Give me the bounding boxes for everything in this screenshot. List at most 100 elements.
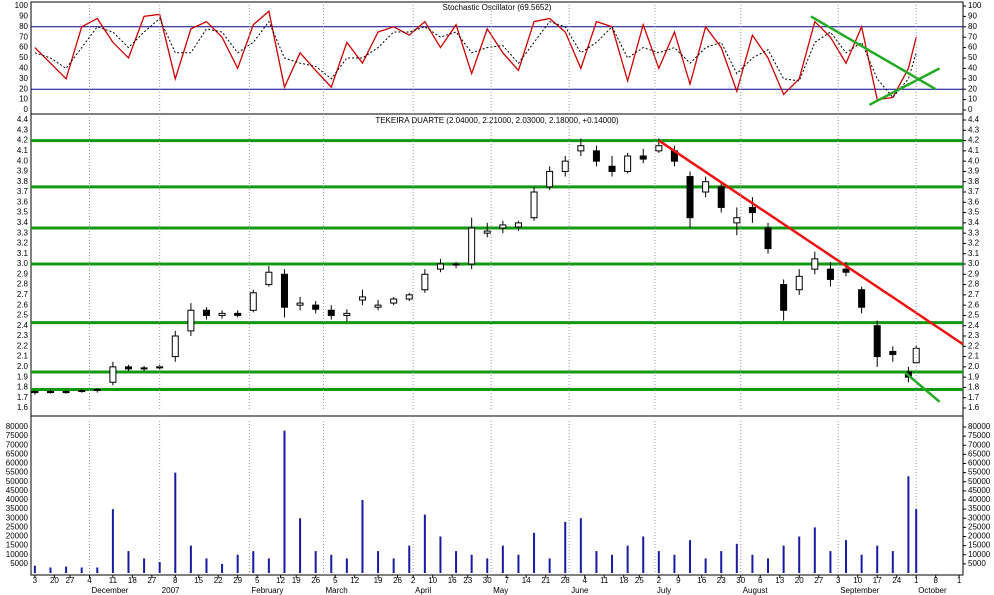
y-tick-label-left: 30000 [6, 513, 29, 522]
y-tick-label-right: 2.6 [968, 300, 980, 309]
y-tick-label-right: 2.4 [968, 321, 980, 330]
y-tick-label-right: 3.7 [968, 187, 980, 196]
candle-body [889, 350, 897, 356]
y-tick-label-left: 2.6 [17, 300, 29, 309]
candle-body [280, 273, 288, 308]
y-tick-label-left: 35000 [6, 504, 29, 513]
y-tick-label-right: 1.6 [968, 403, 980, 412]
y-tick-label-right: 1.9 [968, 372, 980, 381]
y-tick-label-left: 4.1 [17, 146, 29, 155]
x-tick-label: 30 [736, 576, 745, 585]
candle-body [156, 366, 164, 369]
y-tick-label-right: 50 [968, 53, 977, 62]
volume-bar [392, 558, 395, 573]
y-tick-label-right: 30 [968, 74, 977, 83]
y-tick-label-left: 2.3 [17, 331, 29, 340]
volume-bar [860, 554, 863, 573]
y-tick-label-right: 70000 [968, 440, 991, 449]
y-tick-label-right: 55000 [968, 468, 991, 477]
volume-bar [891, 551, 894, 573]
y-tick-label-left: 75000 [6, 431, 29, 440]
volume-bar [143, 558, 146, 573]
candle-body [561, 160, 569, 172]
volume-bar [533, 532, 536, 573]
y-tick-label-left: 10 [19, 95, 28, 104]
y-tick-label-left: 3.7 [17, 187, 29, 196]
volume-bar [813, 527, 816, 573]
candle-body [530, 191, 538, 219]
y-tick-label-left: 50000 [6, 477, 29, 486]
y-tick-label-right: 2.2 [968, 341, 980, 350]
candle-body [468, 227, 476, 265]
volume-bar [267, 558, 270, 573]
candle-body [436, 263, 444, 270]
volume-bar [907, 476, 910, 573]
y-tick-label-right: 50000 [968, 477, 991, 486]
y-tick-label-left: 65000 [6, 449, 29, 458]
x-tick-label: 12 [276, 576, 285, 585]
y-tick-label-left: 0 [24, 105, 29, 114]
y-tick-label-right: 4.2 [968, 136, 980, 145]
y-tick-label-left: 10000 [6, 550, 29, 559]
candle-body [592, 150, 600, 162]
volume-bar [611, 554, 614, 573]
x-tick-label: 21 [541, 576, 550, 585]
volume-bar [330, 554, 333, 573]
volume-bar [111, 509, 114, 573]
y-tick-label-right: 90 [968, 12, 977, 21]
y-tick-label-right: 4.3 [968, 125, 980, 134]
volume-bar [361, 500, 364, 573]
x-tick-label: 20 [795, 576, 804, 585]
volume-bar [626, 545, 629, 573]
y-tick-label-left: 40000 [6, 495, 29, 504]
y-tick-label-left: 3.2 [17, 239, 29, 248]
volume-bar [252, 551, 255, 573]
candle-body [826, 268, 834, 280]
y-tick-label-left: 4.0 [17, 156, 29, 165]
x-tick-label: 3 [33, 576, 38, 585]
candle-body [483, 230, 491, 234]
volume-bar [673, 554, 676, 573]
y-tick-label-right: 2.8 [968, 280, 980, 289]
volume-bar [283, 430, 286, 573]
x-tick-label: 4 [583, 576, 588, 585]
candle-body [358, 296, 366, 301]
month-label: June [571, 586, 589, 595]
x-tick-label: 19 [292, 576, 301, 585]
month-label: September [840, 586, 879, 595]
candle-body [62, 391, 70, 394]
x-tick-label: 14 [522, 576, 531, 585]
candle-body [249, 292, 257, 311]
volume-bar [314, 551, 317, 573]
candle-body [327, 309, 335, 316]
y-tick-label-right: 60000 [968, 459, 991, 468]
volume-bar [564, 521, 567, 573]
x-tick-label: 28 [561, 576, 570, 585]
stochastic-line [34, 17, 917, 99]
volume-bar [174, 472, 177, 573]
trend-line [903, 371, 941, 403]
volume-bar [548, 558, 551, 573]
volume-bar [579, 518, 582, 573]
y-tick-label-right: 35000 [968, 504, 991, 513]
y-tick-label-right: 3.0 [968, 259, 980, 268]
volume-bar [65, 566, 68, 573]
volume-bar [299, 518, 302, 573]
y-tick-label-left: 80000 [6, 422, 29, 431]
x-tick-label: 11 [109, 576, 118, 585]
candle-body [343, 312, 351, 316]
volume-bar [158, 562, 161, 573]
x-tick-label: 3 [836, 576, 841, 585]
candle-body [296, 302, 304, 306]
y-tick-label-right: 75000 [968, 431, 991, 440]
y-tick-label-left: 4.2 [17, 136, 29, 145]
x-tick-label: 18 [619, 576, 628, 585]
y-tick-label-right: 1.8 [968, 383, 980, 392]
y-tick-label-right: 2.0 [968, 362, 980, 371]
y-tick-label-left: 50 [19, 53, 28, 62]
y-tick-label-left: 3.1 [17, 249, 29, 258]
y-tick-label-left: 2.4 [17, 321, 29, 330]
candle-body [764, 227, 772, 250]
volume-bar [236, 554, 239, 573]
